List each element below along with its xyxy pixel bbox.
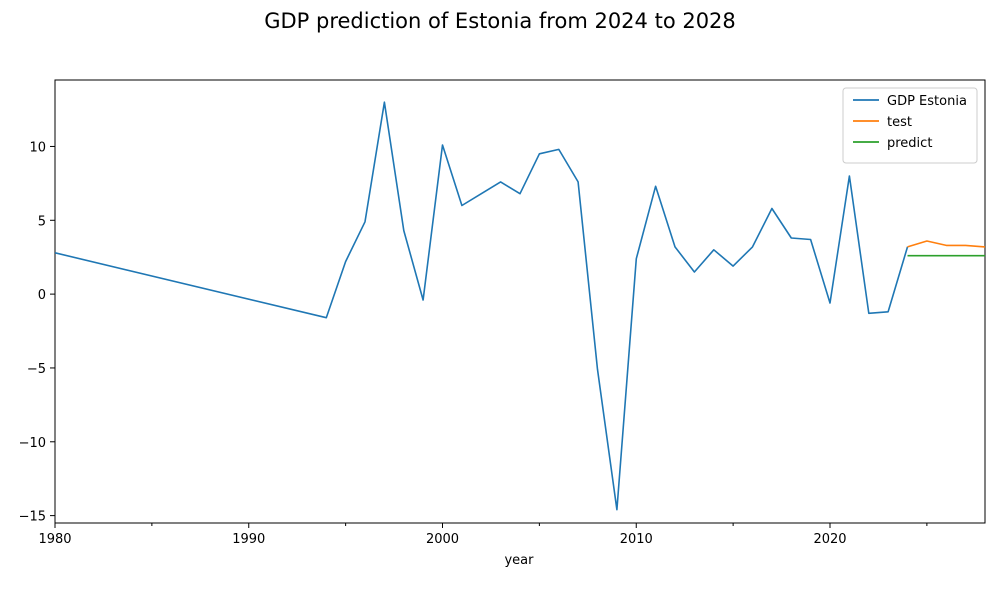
y-axis: −15 −10 −5 0 5 10 [19, 140, 55, 525]
y-tick-label: −5 [27, 362, 46, 377]
legend-box [842, 87, 978, 164]
legend-label: test [887, 115, 912, 130]
legend-label: GDP Estonia [887, 94, 967, 109]
legend-label: predict [887, 136, 932, 151]
x-tick-label: 2010 [620, 532, 653, 547]
x-axis-label: year [504, 553, 534, 568]
x-tick-label: 1980 [38, 532, 71, 547]
y-tick-label: −15 [19, 510, 46, 525]
y-tick-label: 5 [38, 214, 46, 229]
x-axis: 1980 1990 2000 2010 2020 [38, 523, 928, 547]
x-tick-label: 2000 [426, 532, 459, 547]
y-tick-label: −10 [19, 436, 46, 451]
y-tick-label: 0 [38, 288, 46, 303]
series-line-gdp-estonia [55, 101, 909, 511]
x-tick-label: 1990 [232, 532, 265, 547]
y-tick-label: 10 [29, 140, 46, 155]
series-line-test [907, 240, 985, 248]
series-layer [55, 101, 985, 511]
x-tick-label: 2020 [813, 532, 846, 547]
legend: GDP Estonia test predict [842, 87, 978, 164]
chart-title: GDP prediction of Estonia from 2024 to 2… [264, 9, 736, 33]
